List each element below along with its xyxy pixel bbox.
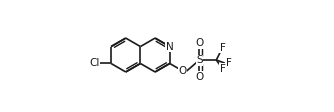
Text: N: N xyxy=(166,42,174,52)
Text: F: F xyxy=(219,43,225,53)
Text: O: O xyxy=(195,72,203,82)
Text: F: F xyxy=(219,64,225,74)
Text: O: O xyxy=(195,38,203,48)
Text: O: O xyxy=(178,66,187,76)
Text: Cl: Cl xyxy=(89,58,99,69)
Text: F: F xyxy=(226,58,231,68)
Text: S: S xyxy=(196,55,203,65)
